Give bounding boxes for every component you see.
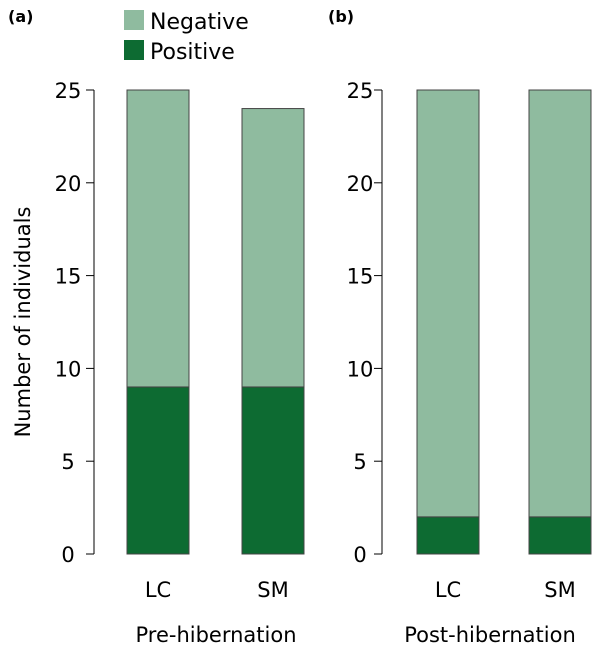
panel-b: (b) 0 5 10 15 20 25 LC SM Post-hibernation [328,7,592,647]
panel-a-category-label: SM [257,578,288,602]
panel-a-y-tick-label: 10 [55,357,82,381]
panel-a-y-tick-label: 0 [61,543,74,567]
panel-b-y-tick-label: 0 [353,543,366,567]
panel-b-y-tick-label: 25 [347,79,374,103]
panel-b-category-label: SM [544,578,575,602]
panel-a-bar-lc-negative [126,89,190,388]
panel-a-y-tick-label: 5 [61,450,74,474]
panel-b-bar-sm-negative [528,89,592,518]
panel-a-bar-sm-positive [241,386,305,555]
panel-b-category-labels: LC SM [435,578,576,602]
panel-a-x-axis-title: Pre-hibernation [135,623,296,647]
panel-b-bar-sm-positive [528,516,592,555]
legend: Negative Positive [124,10,249,65]
panel-a-y-tick-label: 25 [55,79,82,103]
panel-a: (a) 0 5 10 15 20 25 LC SM Pre-hibernation [8,7,305,647]
panel-b-y-ticks: 0 5 10 15 20 25 [347,79,382,567]
panel-a-label: (a) [8,7,33,26]
panel-b-bar-lc-negative [416,89,480,518]
panel-a-y-tick-label: 20 [55,172,82,196]
panel-b-bars [416,89,592,555]
panel-b-label: (b) [328,7,354,26]
panel-a-y-ticks: 0 5 10 15 20 25 [55,79,94,567]
legend-swatch-negative [124,10,144,30]
panel-a-y-tick-label: 15 [55,265,82,289]
legend-label-negative: Negative [150,10,249,35]
panel-b-y-tick-label: 20 [347,172,374,196]
y-axis-title: Number of individuals [11,207,35,438]
panel-b-y-tick-label: 10 [347,357,374,381]
legend-label-positive: Positive [150,40,235,65]
panel-a-bar-lc-positive [126,386,190,555]
panel-b-x-axis-title: Post-hibernation [404,623,576,647]
panel-b-bar-lc-positive [416,516,480,555]
panel-b-y-tick-label: 15 [347,265,374,289]
panel-a-bar-sm-negative [241,108,305,388]
panel-b-y-tick-label: 5 [353,450,366,474]
panel-b-category-label: LC [435,578,461,602]
panel-a-bars [126,89,305,555]
panel-a-category-label: LC [145,578,171,602]
panel-a-category-labels: LC SM [145,578,289,602]
legend-swatch-positive [124,40,144,60]
